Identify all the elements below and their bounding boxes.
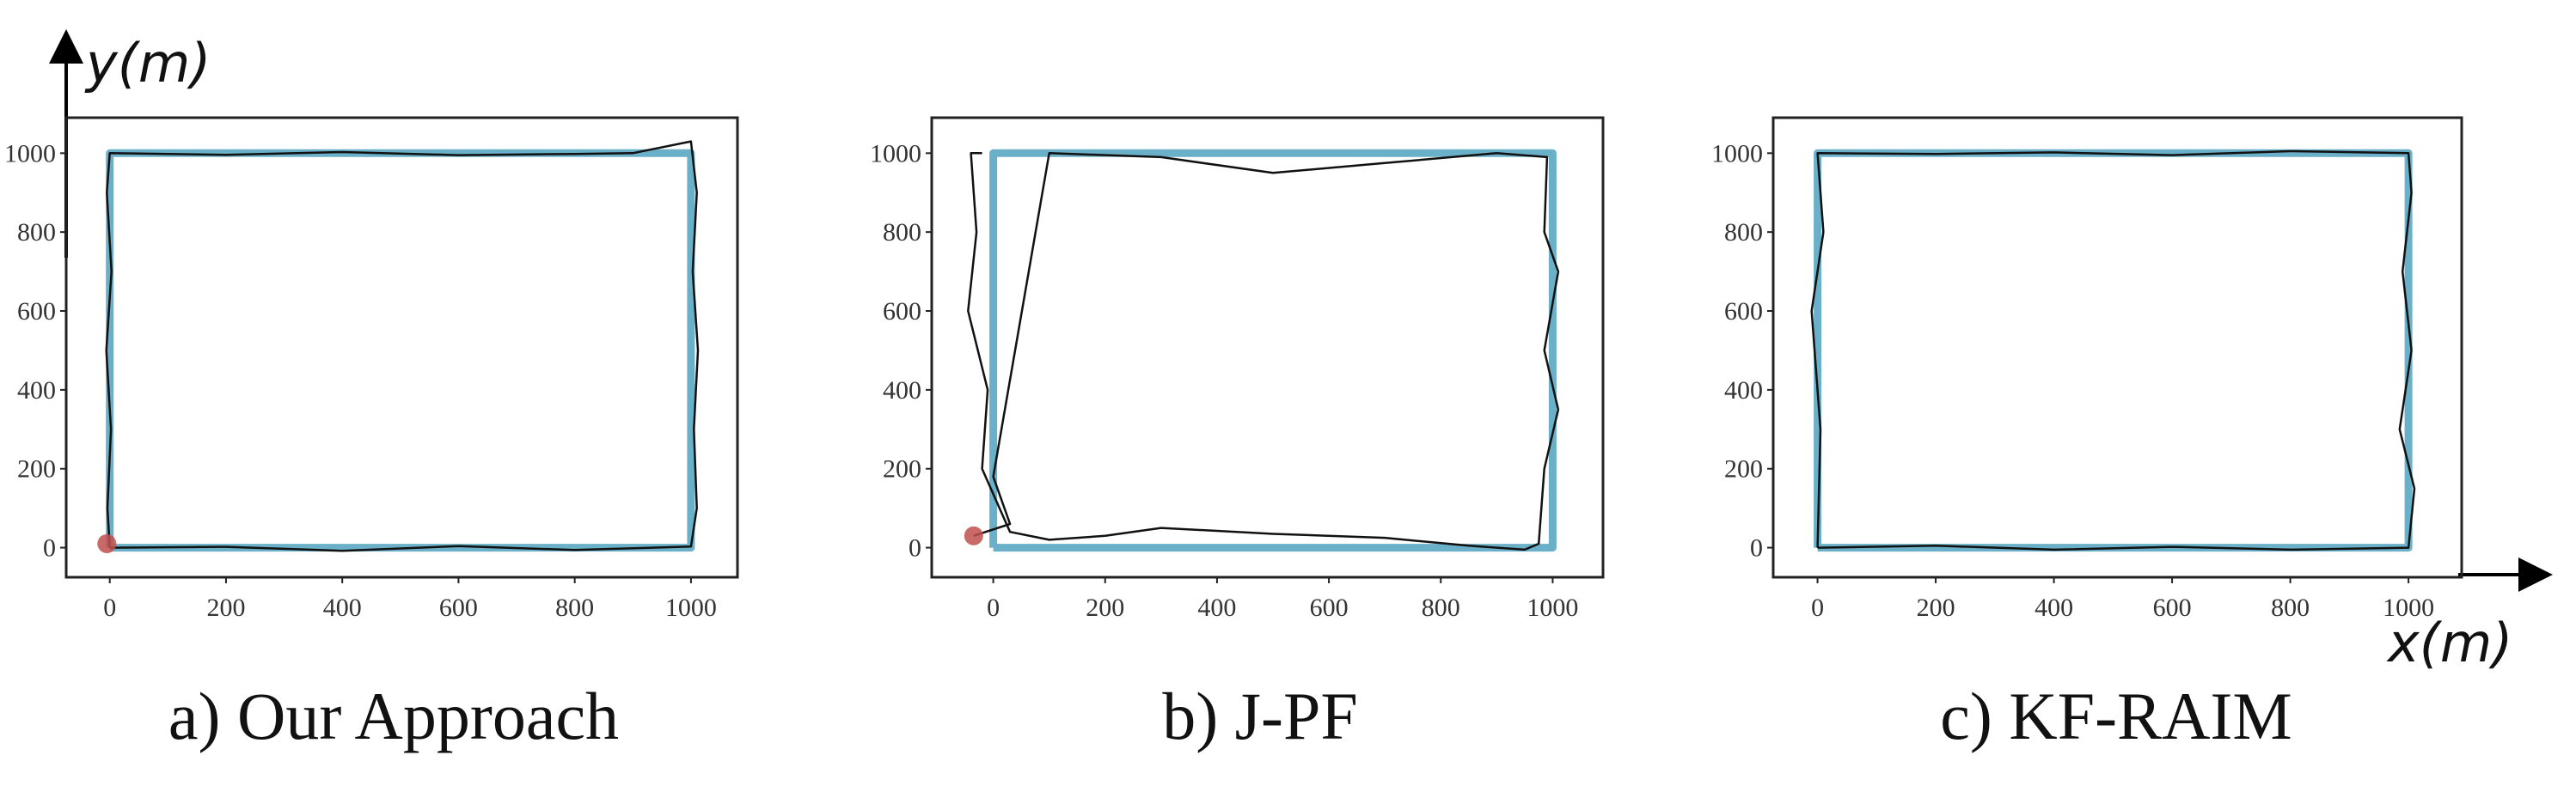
y-tick-label: 0 (43, 534, 56, 563)
x-tick-label: 800 (555, 594, 594, 622)
panel-j-pf: 0 200 400 600 800 1000 0 200 400 600 800 1000 b) J-… (870, 116, 1605, 753)
x-tick-label: 400 (2034, 594, 2073, 622)
plot-content: 0 200 400 600 800 1000 0 200 400 600 800 1000 (870, 139, 1578, 622)
y-tick-label: 600 (17, 297, 56, 326)
x-tick-label: 0 (987, 594, 1000, 622)
panel-kf-raim: 0 200 400 600 800 1000 0 200 400 600 800 1000 c) KF… (1711, 116, 2463, 753)
x-tick-label: 0 (1811, 594, 1824, 622)
x-tick-label: 200 (206, 594, 245, 622)
y-tick-label: 200 (1724, 455, 1763, 484)
x-tick-label: 800 (2271, 594, 2310, 622)
x-tick-label: 400 (323, 594, 362, 622)
y-tick-label: 600 (1724, 297, 1763, 326)
y-tick-label: 0 (909, 534, 921, 563)
y-tick-label: 400 (17, 376, 56, 405)
x-tick-label: 200 (1917, 594, 1955, 622)
x-tick-label: 400 (1197, 594, 1236, 622)
plot-content: 0 200 400 600 800 1000 0 200 400 600 800 1000 (4, 139, 717, 622)
x-tick-label: 800 (1422, 594, 1460, 622)
estimated-trajectory-line (105, 140, 700, 552)
y-tick-label: 200 (17, 455, 56, 484)
reference-path-line (1814, 149, 2413, 552)
y-tick-label: 800 (883, 218, 921, 247)
y-tick-label: 0 (1750, 534, 1763, 563)
reference-path-line (106, 149, 695, 552)
y-tick-label: 800 (1724, 218, 1763, 247)
x-tick-label: 1000 (2383, 594, 2434, 622)
x-tick-label: 200 (1086, 594, 1124, 622)
y-axis-title: y(m) (84, 32, 211, 94)
panel-our-approach: 0 200 400 600 800 1000 0 200 400 600 800 1000 a) Ou… (4, 116, 739, 753)
start-marker (964, 526, 983, 545)
y-tick-label: 400 (1724, 376, 1763, 405)
panel-caption: b) J-PF (1162, 679, 1358, 753)
x-tick-label: 1000 (665, 594, 717, 622)
start-marker (97, 533, 117, 553)
y-tick-label: 1000 (1711, 139, 1763, 168)
y-tick-label: 1000 (4, 139, 56, 168)
x-tick-label: 0 (103, 594, 116, 622)
plot-frame (930, 116, 1605, 579)
plot-frame (1771, 116, 2463, 579)
panel-caption: c) KF-RAIM (1940, 679, 2291, 753)
x-tick-label: 600 (1310, 594, 1349, 622)
y-tick-label: 400 (883, 376, 921, 405)
plot-frame (64, 116, 739, 579)
x-tick-label: 600 (2153, 594, 2192, 622)
x-axis-title: x(m) (2386, 612, 2512, 674)
plot-content: 0 200 400 600 800 1000 0 200 400 600 800 1000 (1711, 139, 2434, 622)
x-tick-label: 1000 (1527, 594, 1578, 622)
x-tick-label: 600 (439, 594, 478, 622)
y-tick-label: 1000 (870, 139, 921, 168)
panel-caption: a) Our Approach (168, 679, 619, 753)
estimated-trajectory-line (1810, 149, 2416, 551)
reference-path-line (989, 149, 1557, 552)
y-tick-label: 600 (883, 297, 921, 326)
y-tick-label: 800 (17, 218, 56, 247)
estimated-trajectory-line (967, 152, 1560, 551)
y-tick-label: 200 (883, 455, 921, 484)
